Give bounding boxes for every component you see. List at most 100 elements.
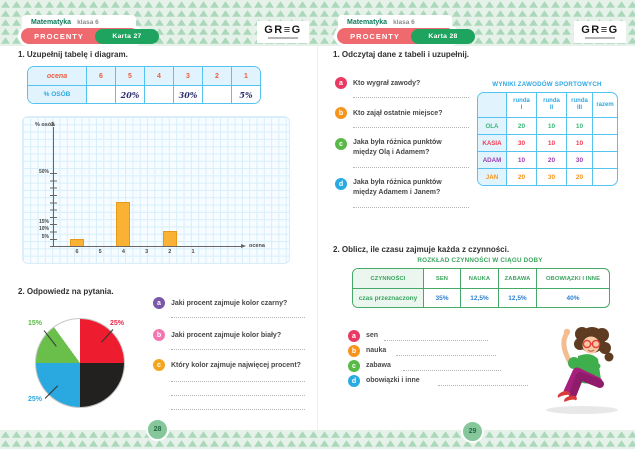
question-badge-b: b (153, 329, 165, 341)
column-header: runda I (506, 93, 536, 117)
bar (70, 238, 84, 246)
task2-title: 2. Oblicz, ile czasu zajmuje każda z czy… (333, 245, 510, 254)
question-text-a: Jaki procent zajmuje kolor czarny? (171, 300, 288, 307)
pie-label-green: 15% (28, 320, 43, 327)
answer-badge-d: d (348, 375, 360, 387)
y-tick-label: 5% (41, 233, 49, 240)
runda-word: runda (543, 98, 560, 105)
x-tick-label: 5 (98, 249, 102, 255)
task1-title: 1. Odczytaj dane z tabeli i uzupełnij. (333, 50, 470, 59)
x-axis-title: ocena (249, 243, 265, 249)
card-pill: Karta 28 (411, 29, 475, 44)
grade-cell: 5 (115, 67, 144, 85)
question-badge-c: c (335, 138, 347, 150)
x-axis-arrow (241, 244, 246, 249)
page-divider (317, 46, 318, 430)
runda-num: II (549, 105, 554, 111)
grade-cell: 2 (202, 67, 231, 85)
time-table-title: ROZKŁAD CZYNNOŚCI W CIĄGU DOBY (417, 257, 543, 264)
score-cell: 30 (566, 151, 592, 168)
grade-percent-table: ocena 6 5 4 3 2 1 % OSÓB 20% 30% 5% (27, 66, 261, 104)
column-header: OBOWIĄZKI I INNE (536, 269, 609, 288)
score-cell: 10 (506, 151, 536, 168)
answer-line (171, 409, 305, 410)
percent-cell (202, 85, 231, 103)
score-cell: 10 (536, 134, 566, 151)
subject-tab: Matematyka klasa 6 (338, 15, 452, 29)
task1-title: 1. Uzupełnij tabelę i diagram. (18, 50, 128, 59)
row-label-cell: % OSÓB (28, 85, 86, 103)
page-number-left: 28 (146, 418, 169, 441)
bar-chart-bars (23, 117, 289, 263)
percent-cell (86, 85, 115, 103)
x-tick-label: 6 (75, 249, 79, 255)
score-cell: 30 (536, 168, 566, 185)
time-value: 12,5% (498, 288, 536, 307)
column-header: NAUKA (460, 269, 498, 288)
score-cell: 10 (566, 134, 592, 151)
pie-label-blue: 25% (28, 396, 43, 403)
answer-label-b: nauka (366, 347, 387, 354)
question-badge-a: a (153, 297, 165, 309)
answer-line (171, 349, 305, 350)
x-axis (53, 246, 241, 248)
x-tick-label: 2 (168, 249, 172, 255)
score-cell: 20 (566, 168, 592, 185)
question-text-a: Kto wygrał zawody? (353, 80, 421, 87)
x-tick-label: 3 (145, 249, 149, 255)
answer-badge-a: a (348, 330, 360, 342)
runda-word: runda (513, 98, 530, 105)
answer-line (396, 355, 496, 356)
time-table: CZYNNOŚCI SEN NAUKA ZABAWA OBOWIĄZKI I I… (352, 268, 610, 308)
row-name: JAN (478, 168, 506, 185)
score-cell-blank (592, 134, 617, 151)
greg-logo-text: GR≡G (581, 24, 619, 36)
answer-badge-c: c (348, 360, 360, 372)
answer-line (171, 395, 305, 396)
time-value: 40% (536, 288, 609, 307)
column-header: runda II (536, 93, 566, 117)
percent-cell (144, 85, 173, 103)
question-badge-c: c (153, 359, 165, 371)
answer-line (353, 207, 469, 208)
question-badge-a: a (335, 77, 347, 89)
y-axis-title: % osób (35, 122, 55, 128)
question-text-b: Jaki procent zajmuje kolor biały? (171, 332, 282, 339)
y-tick-label: 50% (38, 169, 49, 176)
score-cell: 20 (506, 168, 536, 185)
question-text-c: Jaka była różnica punktów między Olą i A… (353, 139, 442, 157)
subject-label: Matematyka (31, 18, 72, 26)
y-tick-label: 15% (38, 219, 49, 225)
subject-tab: Matematyka klasa 6 (22, 15, 136, 29)
time-value: 12,5% (460, 288, 498, 307)
card-pill: Karta 27 (95, 29, 159, 44)
greg-logo: GR≡G (257, 21, 309, 43)
score-cell-blank (592, 168, 617, 185)
score-cell: 20 (536, 151, 566, 168)
question-text-c: Który kolor zajmuje najwięcej procent? (171, 362, 301, 369)
answer-line (403, 370, 501, 371)
percent-cell: 30% (173, 85, 202, 103)
row-name: ADAM (478, 151, 506, 168)
bar (116, 202, 131, 246)
grade-label: klasa 6 (393, 18, 415, 26)
grade-label: klasa 6 (77, 18, 99, 26)
girl-illustration (546, 327, 618, 414)
grade-cell: 4 (144, 67, 173, 85)
percent-cell: 20% (115, 85, 144, 103)
score-cell-blank (592, 117, 617, 134)
table-corner-cell (478, 93, 506, 117)
results-table-title: WYNIKI ZAWODÓW SPORTOWYCH (492, 81, 602, 88)
greg-logo-subtext-bar (585, 37, 615, 39)
page-number-right: 29 (461, 420, 484, 443)
x-tick-label: 4 (121, 249, 125, 255)
answer-line (353, 97, 469, 98)
x-tick-label: 1 (191, 249, 195, 255)
results-table: runda I runda II runda III razem OLA 20 … (477, 92, 618, 186)
score-cell-blank (592, 151, 617, 168)
y-axis-arrow (51, 121, 55, 126)
column-header: runda III (566, 93, 592, 117)
question-text-d: Jaka była różnica punktów między Adamem … (353, 179, 442, 197)
answer-line (171, 317, 305, 318)
question-badge-d: d (335, 178, 347, 190)
